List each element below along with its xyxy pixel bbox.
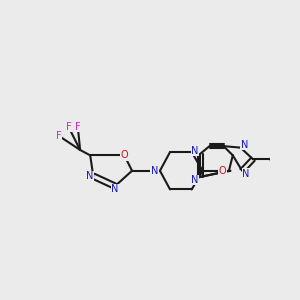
Text: F: F bbox=[56, 131, 62, 141]
Text: N: N bbox=[151, 166, 158, 176]
Text: N: N bbox=[111, 184, 119, 194]
Text: N: N bbox=[191, 146, 199, 156]
Text: F: F bbox=[66, 122, 71, 132]
Text: O: O bbox=[121, 150, 128, 160]
Text: N: N bbox=[241, 140, 248, 150]
Text: N: N bbox=[86, 171, 93, 181]
Text: N: N bbox=[191, 175, 199, 185]
Text: N: N bbox=[242, 169, 250, 179]
Text: O: O bbox=[219, 166, 226, 176]
Text: F: F bbox=[75, 122, 81, 132]
